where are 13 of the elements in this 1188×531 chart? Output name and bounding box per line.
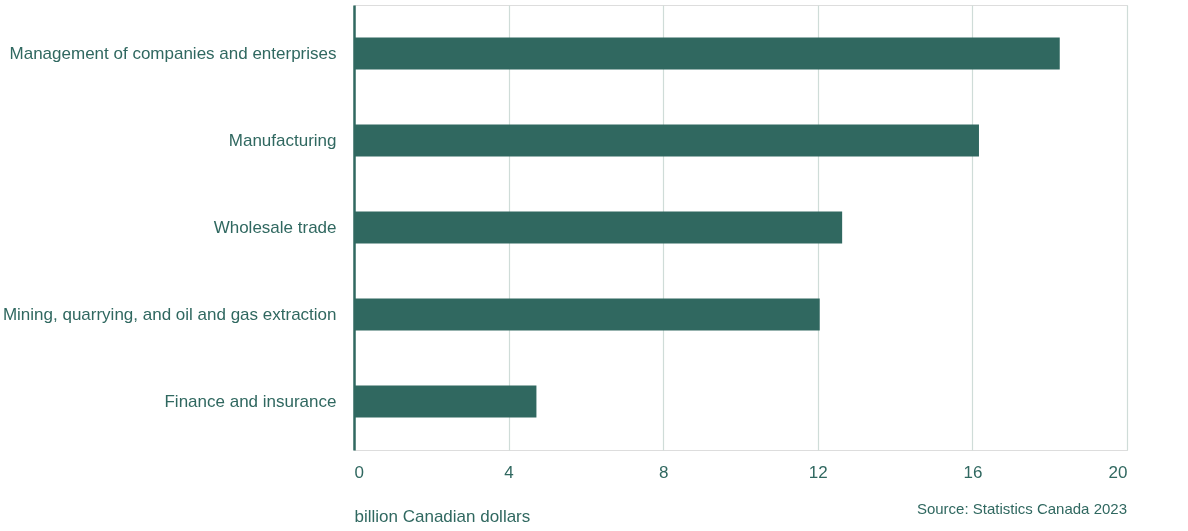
- y-tick-label: Management of companies and enterprises: [9, 44, 337, 63]
- x-tick-label: 0: [354, 462, 364, 482]
- x-tick-label: 12: [808, 462, 828, 482]
- source-note: Source: Statistics Canada 2023: [916, 500, 1127, 517]
- x-tick-label: 20: [1108, 462, 1128, 482]
- x-tick-label: 4: [504, 462, 514, 482]
- y-tick-label: Mining, quarrying, and oil and gas extraction: [2, 305, 337, 324]
- y-tick-label: Manufacturing: [228, 131, 337, 150]
- x-tick-label: 16: [963, 462, 983, 482]
- x-axis-title: billion Canadian dollars: [354, 506, 531, 526]
- y-tick-label: Finance and insurance: [164, 392, 337, 411]
- y-tick-label: Wholesale trade: [213, 218, 337, 237]
- x-tick-label: 8: [658, 462, 669, 482]
